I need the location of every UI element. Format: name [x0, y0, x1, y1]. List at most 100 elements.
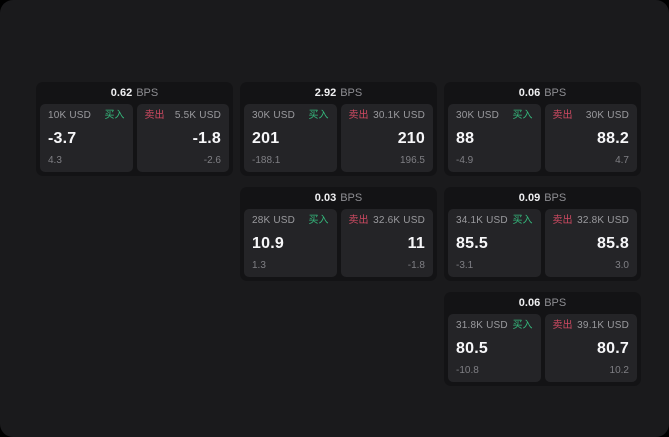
- quote-card: 0.09 BPS 34.1K USD 买入 85.5 -3.1 卖出 32.8K…: [444, 187, 641, 281]
- card-body: 34.1K USD 买入 85.5 -3.1 卖出 32.8K USD 85.8…: [448, 209, 637, 277]
- sell-price: 80.7: [597, 339, 629, 357]
- buy-change: -188.1: [252, 155, 281, 166]
- buy-amount: 30K USD: [456, 110, 500, 121]
- card-header: 0.09 BPS: [448, 187, 637, 209]
- sell-amount: 32.6K USD: [373, 215, 425, 226]
- buy-side-label: 买入: [512, 110, 533, 121]
- card-body: 30K USD 买入 88 -4.9 卖出 30K USD 88.2 4.7: [448, 104, 637, 172]
- buy-side-label: 买入: [308, 110, 329, 121]
- buy-price: 10.9: [252, 234, 284, 252]
- quote-card: 0.62 BPS 10K USD 买入 -3.7 4.3 卖出 5.5K USD: [36, 82, 233, 176]
- buy-tile[interactable]: 30K USD 买入 201 -188.1: [244, 104, 337, 172]
- quote-card: 0.03 BPS 28K USD 买入 10.9 1.3 卖出 32.6K US…: [240, 187, 437, 281]
- buy-price: 88: [456, 129, 475, 147]
- buy-change: 4.3: [48, 155, 62, 166]
- quote-card: 2.92 BPS 30K USD 买入 201 -188.1 卖出 30.1K …: [240, 82, 437, 176]
- sell-tile-top: 卖出 39.1K USD: [553, 321, 630, 331]
- sell-change: 196.5: [399, 155, 425, 166]
- buy-side-label: 买入: [512, 320, 533, 331]
- buy-tile[interactable]: 31.8K USD 买入 80.5 -10.8: [448, 314, 541, 382]
- bps-unit-label: BPS: [544, 296, 567, 309]
- card-header: 2.92 BPS: [244, 82, 433, 104]
- buy-tile[interactable]: 28K USD 买入 10.9 1.3: [244, 209, 337, 277]
- buy-price: 201: [252, 129, 280, 147]
- buy-amount: 30K USD: [252, 110, 296, 121]
- bps-value: 0.03: [314, 191, 337, 204]
- buy-change: -10.8: [456, 365, 479, 376]
- sell-tile-top: 卖出 30.1K USD: [349, 111, 426, 121]
- quote-card: 0.06 BPS 31.8K USD 买入 80.5 -10.8 卖出 39.1…: [444, 292, 641, 386]
- buy-tile-top: 34.1K USD 买入: [456, 216, 533, 226]
- card-header: 0.03 BPS: [244, 187, 433, 209]
- sell-amount: 5.5K USD: [174, 110, 221, 121]
- sell-side-label: 卖出: [552, 110, 573, 121]
- buy-amount: 34.1K USD: [456, 215, 508, 226]
- sell-tile[interactable]: 卖出 30K USD 88.2 4.7: [544, 104, 637, 172]
- buy-tile-top: 30K USD 买入: [456, 111, 533, 121]
- sell-tile[interactable]: 卖出 5.5K USD -1.8 -2.6: [136, 104, 229, 172]
- buy-price: 85.5: [456, 234, 488, 252]
- sell-amount: 30K USD: [585, 110, 629, 121]
- card-body: 28K USD 买入 10.9 1.3 卖出 32.6K USD 11 -1.8: [244, 209, 433, 277]
- bps-unit-label: BPS: [340, 191, 363, 204]
- buy-amount: 31.8K USD: [456, 320, 508, 331]
- buy-tile-top: 31.8K USD 买入: [456, 321, 533, 331]
- buy-change: -4.9: [456, 155, 474, 166]
- bps-unit-label: BPS: [340, 86, 363, 99]
- sell-side-label: 卖出: [552, 215, 573, 226]
- sell-change: -2.6: [203, 155, 221, 166]
- buy-side-label: 买入: [512, 215, 533, 226]
- buy-change: -3.1: [456, 260, 474, 271]
- sell-tile[interactable]: 卖出 39.1K USD 80.7 10.2: [544, 314, 637, 382]
- sell-price: 210: [397, 129, 425, 147]
- sell-tile[interactable]: 卖出 30.1K USD 210 196.5: [340, 104, 433, 172]
- bps-value: 0.06: [518, 86, 541, 99]
- bps-value: 2.92: [314, 86, 337, 99]
- bps-unit-label: BPS: [544, 86, 567, 99]
- card-body: 10K USD 买入 -3.7 4.3 卖出 5.5K USD -1.8 -2.…: [40, 104, 229, 172]
- sell-tile-top: 卖出 30K USD: [553, 111, 630, 121]
- bps-unit-label: BPS: [544, 191, 567, 204]
- sell-tile[interactable]: 卖出 32.6K USD 11 -1.8: [340, 209, 433, 277]
- sell-side-label: 卖出: [348, 215, 369, 226]
- sell-change: -1.8: [407, 260, 425, 271]
- sell-price: 85.8: [597, 234, 629, 252]
- buy-tile[interactable]: 30K USD 买入 88 -4.9: [448, 104, 541, 172]
- buy-price: 80.5: [456, 339, 488, 357]
- buy-tile[interactable]: 34.1K USD 买入 85.5 -3.1: [448, 209, 541, 277]
- sell-amount: 32.8K USD: [577, 215, 629, 226]
- buy-tile[interactable]: 10K USD 买入 -3.7 4.3: [40, 104, 133, 172]
- sell-side-label: 卖出: [144, 110, 165, 121]
- bps-value: 0.09: [518, 191, 541, 204]
- sell-amount: 39.1K USD: [577, 320, 629, 331]
- card-header: 0.62 BPS: [40, 82, 229, 104]
- buy-amount: 28K USD: [252, 215, 296, 226]
- sell-price: 11: [407, 234, 425, 252]
- card-header: 0.06 BPS: [448, 82, 637, 104]
- buy-tile-top: 10K USD 买入: [48, 111, 125, 121]
- sell-side-label: 卖出: [348, 110, 369, 121]
- bps-value: 0.06: [518, 296, 541, 309]
- bps-unit-label: BPS: [136, 86, 159, 99]
- sell-tile[interactable]: 卖出 32.8K USD 85.8 3.0: [544, 209, 637, 277]
- sell-amount: 30.1K USD: [373, 110, 425, 121]
- buy-price: -3.7: [48, 129, 77, 147]
- sell-tile-top: 卖出 32.6K USD: [349, 216, 426, 226]
- buy-tile-top: 28K USD 买入: [252, 216, 329, 226]
- card-body: 30K USD 买入 201 -188.1 卖出 30.1K USD 210 1…: [244, 104, 433, 172]
- quote-card: 0.06 BPS 30K USD 买入 88 -4.9 卖出 30K USD: [444, 82, 641, 176]
- quote-card-grid: 0.62 BPS 10K USD 买入 -3.7 4.3 卖出 5.5K USD: [36, 82, 641, 386]
- buy-amount: 10K USD: [48, 110, 92, 121]
- buy-tile-top: 30K USD 买入: [252, 111, 329, 121]
- buy-side-label: 买入: [104, 110, 125, 121]
- card-header: 0.06 BPS: [448, 292, 637, 314]
- sell-price: 88.2: [597, 129, 629, 147]
- sell-tile-top: 卖出 32.8K USD: [553, 216, 630, 226]
- sell-change: 10.2: [609, 365, 629, 376]
- card-body: 31.8K USD 买入 80.5 -10.8 卖出 39.1K USD 80.…: [448, 314, 637, 382]
- sell-price: -1.8: [192, 129, 221, 147]
- sell-side-label: 卖出: [552, 320, 573, 331]
- buy-change: 1.3: [252, 260, 266, 271]
